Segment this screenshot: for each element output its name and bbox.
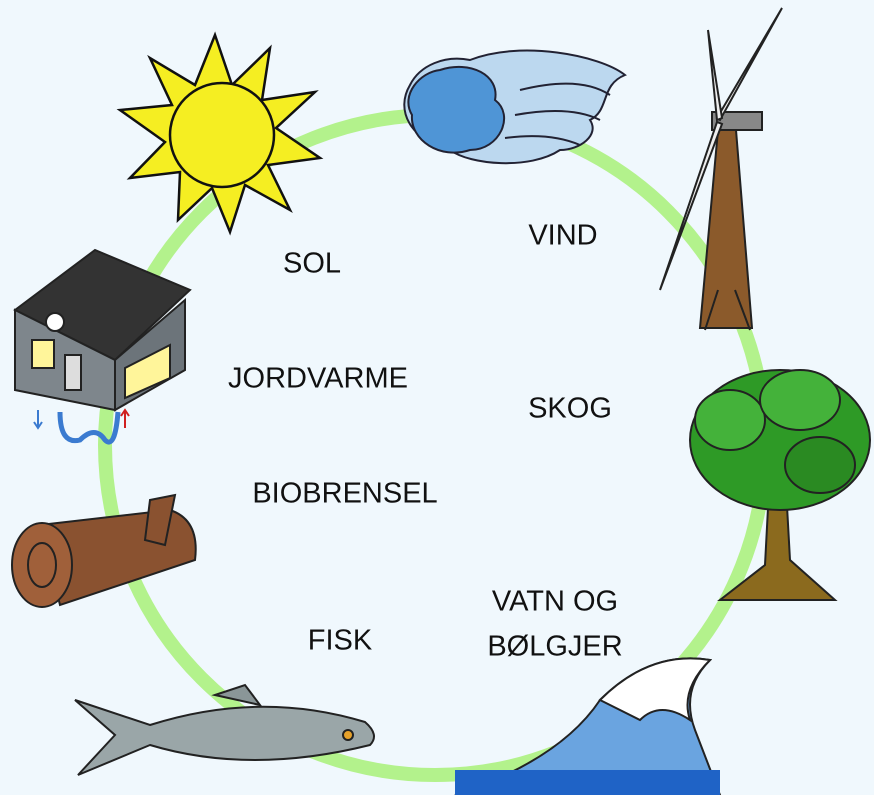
label-vatn: VATN OG [492,586,618,618]
label-sol: SOL [283,248,341,280]
label-biobrensel: BIOBRENSEL [252,478,437,510]
diagram: SOL VIND JORDVARME SKOG BIOBRENSEL VATN … [0,0,874,795]
label-skog: SKOG [528,393,612,425]
label-jordvarme: JORDVARME [228,363,408,395]
label-fisk: FISK [308,625,373,657]
label-vind: VIND [528,220,597,252]
label-bolgjer: BØLGJER [487,631,622,663]
